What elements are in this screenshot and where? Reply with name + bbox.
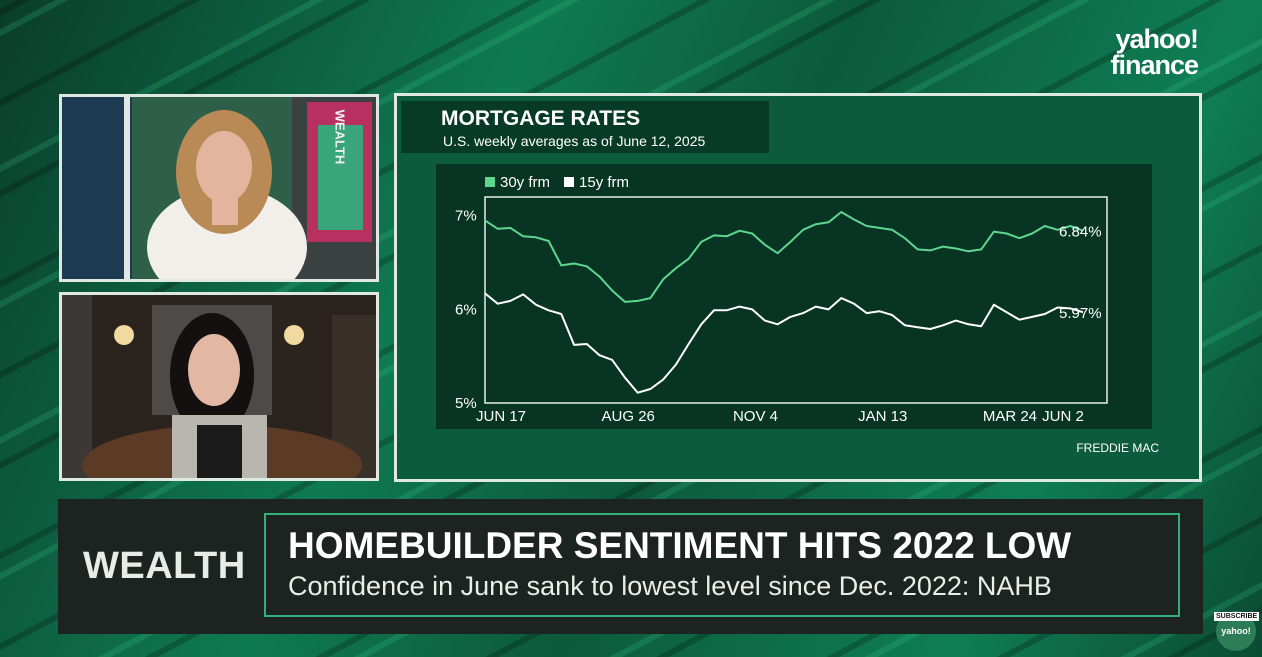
y-tick-label: 7% <box>455 208 477 225</box>
mortgage-rates-chart-panel: MORTGAGE RATES U.S. weekly averages as o… <box>394 93 1202 482</box>
subscribe-label[interactable]: SUBSCRIBE <box>1214 612 1259 621</box>
guest-video-image <box>62 295 379 481</box>
host-video-feed: WEALTH <box>59 94 379 282</box>
x-tick-label: JUN 2 <box>1042 408 1084 425</box>
subheadline: Confidence in June sank to lowest level … <box>288 571 1052 602</box>
line-chart: 7% 6% 5% JUN 17 AUG 26 NOV 4 JAN 13 MAR 24 JUN … <box>397 96 1199 479</box>
x-tick-label: JAN 13 <box>858 408 907 425</box>
subscribe-badge-text: yahoo! <box>1221 626 1251 636</box>
x-tick-label: AUG 26 <box>602 408 655 425</box>
y-tick-label: 5% <box>455 395 477 412</box>
guest-video-feed <box>59 292 379 481</box>
logo-line2: finance <box>1110 52 1198 78</box>
host-video-image: WEALTH <box>62 97 379 282</box>
plot-frame <box>485 197 1107 403</box>
end-value-label: 6.84% <box>1059 224 1102 241</box>
series-line-15y <box>485 293 1083 392</box>
section-label: WEALTH <box>83 545 246 588</box>
headline-box: HOMEBUILDER SENTIMENT HITS 2022 LOW Conf… <box>264 513 1180 617</box>
end-value-label: 5.97% <box>1059 305 1102 322</box>
logo-line1: yahoo! <box>1110 26 1198 52</box>
chart-source: FREDDIE MAC <box>1076 441 1159 455</box>
y-tick-label: 6% <box>455 301 477 318</box>
yahoo-finance-logo: yahoo! finance <box>1110 26 1198 78</box>
series-line-30y <box>485 212 1083 302</box>
lower-third-banner: WEALTH HOMEBUILDER SENTIMENT HITS 2022 L… <box>58 499 1203 634</box>
x-tick-label: NOV 4 <box>733 408 778 425</box>
x-tick-label: JUN 17 <box>476 408 526 425</box>
x-tick-label: MAR 24 <box>983 408 1037 425</box>
headline: HOMEBUILDER SENTIMENT HITS 2022 LOW <box>288 525 1071 567</box>
wealth-backdrop-text: WEALTH <box>333 110 348 165</box>
